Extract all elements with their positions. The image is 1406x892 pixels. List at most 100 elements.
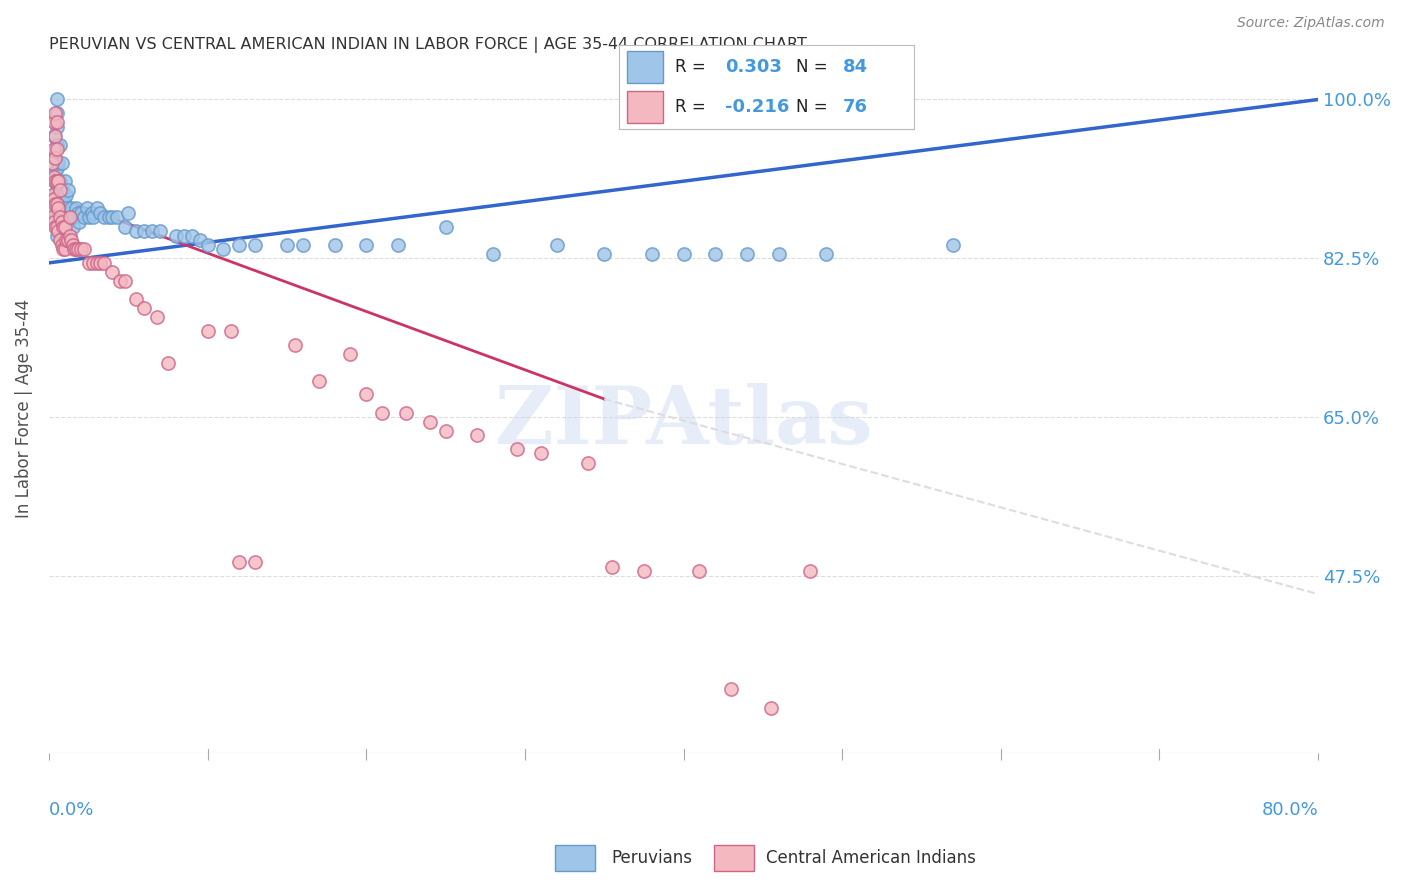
Text: Central American Indians: Central American Indians: [766, 849, 976, 867]
Point: [48, 174, 70, 188]
Text: 0.303: 0.303: [725, 58, 782, 76]
Text: 0.0%: 0.0%: [49, 801, 94, 819]
Point: [52, 242, 75, 256]
Point: [228, 555, 250, 569]
Point: [62, 219, 84, 234]
Point: [395, 406, 418, 420]
Point: [45, 161, 67, 175]
Point: [149, 224, 172, 238]
Point: [419, 415, 441, 429]
Point: [65, 242, 87, 256]
Point: [52, 206, 75, 220]
Point: [546, 237, 568, 252]
Point: [98, 211, 121, 225]
Point: [134, 224, 156, 238]
Point: [894, 93, 917, 107]
Point: [197, 237, 219, 252]
Point: [212, 242, 235, 256]
Point: [42, 142, 65, 156]
Point: [45, 197, 67, 211]
Point: [49, 174, 72, 188]
Point: [76, 202, 98, 216]
Point: [245, 237, 267, 252]
Text: Source: ZipAtlas.com: Source: ZipAtlas.com: [1237, 16, 1385, 30]
Point: [48, 187, 70, 202]
Point: [77, 211, 100, 225]
Point: [51, 237, 73, 252]
Point: [141, 224, 163, 238]
Point: [228, 237, 250, 252]
Point: [815, 247, 838, 261]
Point: [41, 211, 63, 225]
Bar: [627, 51, 664, 83]
Point: [600, 560, 623, 574]
Point: [197, 324, 219, 338]
Point: [44, 187, 66, 202]
Point: [45, 93, 67, 107]
Point: [188, 233, 211, 247]
Point: [53, 242, 76, 256]
Text: N =: N =: [796, 98, 827, 116]
Point: [371, 406, 394, 420]
Point: [66, 242, 89, 256]
Point: [67, 215, 90, 229]
Point: [45, 106, 67, 120]
Point: [114, 274, 136, 288]
Text: -0.216: -0.216: [725, 98, 789, 116]
Point: [86, 256, 108, 270]
Point: [55, 187, 77, 202]
Point: [82, 256, 104, 270]
Point: [291, 237, 314, 252]
Point: [45, 174, 67, 188]
Point: [434, 219, 457, 234]
Text: 84: 84: [844, 58, 868, 76]
Point: [60, 233, 83, 247]
Point: [56, 233, 79, 247]
Point: [688, 565, 710, 579]
Point: [51, 183, 73, 197]
Point: [110, 274, 132, 288]
Text: PERUVIAN VS CENTRAL AMERICAN INDIAN IN LABOR FORCE | AGE 35-44 CORRELATION CHART: PERUVIAN VS CENTRAL AMERICAN INDIAN IN L…: [49, 37, 807, 54]
Point: [530, 446, 553, 460]
Point: [93, 211, 115, 225]
Point: [80, 206, 103, 220]
Point: [53, 197, 76, 211]
Point: [173, 228, 195, 243]
Text: N =: N =: [796, 58, 827, 76]
Point: [62, 237, 84, 252]
Point: [180, 228, 202, 243]
Point: [45, 137, 67, 152]
Point: [41, 202, 63, 216]
Point: [308, 374, 330, 388]
Point: [45, 142, 67, 156]
Point: [720, 682, 742, 697]
Point: [704, 247, 727, 261]
Point: [44, 211, 66, 225]
Point: [48, 156, 70, 170]
Point: [759, 700, 782, 714]
Y-axis label: In Labor Force | Age 35-44: In Labor Force | Age 35-44: [15, 299, 32, 517]
Point: [434, 424, 457, 438]
Point: [69, 206, 91, 220]
Point: [284, 337, 307, 351]
Point: [86, 202, 108, 216]
Point: [339, 346, 361, 360]
Text: 76: 76: [844, 98, 868, 116]
Point: [58, 206, 80, 220]
Point: [82, 211, 104, 225]
Point: [245, 555, 267, 569]
Point: [53, 219, 76, 234]
Point: [89, 206, 111, 220]
Point: [45, 228, 67, 243]
Point: [593, 247, 616, 261]
Point: [44, 128, 66, 143]
Point: [53, 215, 76, 229]
Point: [641, 247, 664, 261]
Point: [117, 206, 139, 220]
Point: [45, 115, 67, 129]
Point: [56, 183, 79, 197]
Point: [42, 174, 65, 188]
Point: [221, 324, 243, 338]
Point: [506, 442, 529, 456]
Point: [146, 310, 169, 325]
